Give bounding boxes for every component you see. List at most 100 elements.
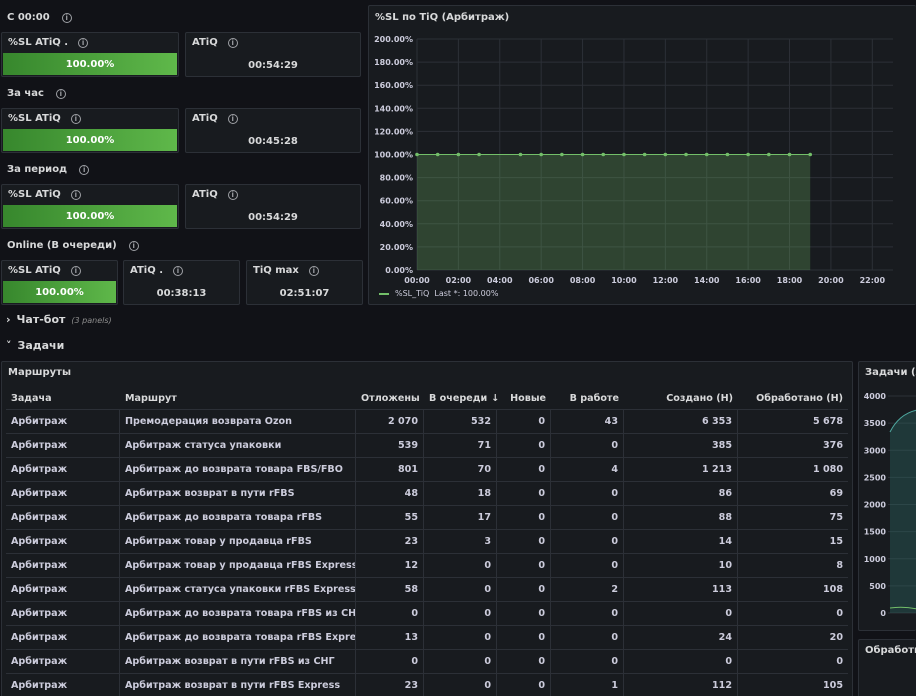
table-cell: Арбитраж [6, 529, 120, 553]
info-icon[interactable]: i [61, 12, 72, 23]
table-cell: 24 [624, 625, 738, 649]
table-row[interactable]: Арбитраж Арбитраж статуса упаковки 539 71 0 0… [6, 433, 848, 457]
series-point[interactable] [684, 152, 688, 157]
info-icon[interactable]: i [128, 240, 139, 251]
table-row[interactable]: Арбитраж Арбитраж до возврата товара FBS/… [6, 457, 848, 481]
info-icon[interactable]: i [79, 164, 90, 175]
series-point[interactable] [518, 152, 523, 157]
chart-title: %SL по TiQ (Арбитраж) [375, 12, 510, 23]
section-tasks[interactable]: ˅ Задачи [6, 339, 65, 352]
series-point[interactable] [456, 152, 461, 157]
column-header[interactable]: Отложены [361, 392, 420, 404]
table-row[interactable]: Арбитраж Арбитраж статуса упаковки rFBS E… [6, 577, 848, 601]
table-cell: Премодерация возврата Ozon [120, 409, 356, 433]
table-cell: Арбитраж возврат в пути rFBS Express [120, 673, 356, 696]
stat-panel-atiq-period: ATiQ i 00:54:29 [185, 184, 361, 229]
table-cell: 0 [551, 433, 624, 457]
series-point[interactable] [622, 152, 626, 157]
section-chatbot[interactable]: › Чат-бот (3 panels) [6, 313, 112, 326]
row-title-online: Online (В очереди) i [7, 240, 139, 251]
info-icon[interactable]: i [70, 189, 81, 200]
table-row[interactable]: Арбитраж Арбитраж товар у продавца rFBS E… [6, 553, 848, 577]
chart-legend[interactable]: %SL_TiQ Last *: 100.00% [379, 289, 498, 298]
series-point[interactable] [787, 152, 792, 157]
table-cell: 0 [551, 481, 624, 505]
processing-panel: Обработка [858, 639, 916, 696]
table-cell: 0 [497, 529, 551, 553]
series-point[interactable] [704, 152, 709, 157]
column-header[interactable]: Обработано (Н) [756, 392, 843, 404]
series-point[interactable] [539, 152, 543, 157]
processing-panel-title: Обработка [865, 645, 916, 656]
info-icon[interactable]: i [70, 265, 81, 276]
table-row[interactable]: Арбитраж Премодерация возврата Ozon 2 070 5… [6, 409, 848, 433]
table-cell: 43 [551, 409, 624, 433]
table-cell: 113 [624, 577, 738, 601]
info-icon[interactable]: i [78, 37, 89, 48]
info-icon[interactable]: i [70, 113, 81, 124]
table-row[interactable]: Арбитраж Арбитраж возврат в пути rFBS 48 18… [6, 481, 848, 505]
table-row[interactable]: Арбитраж Арбитраж возврат в пути rFBS из … [6, 649, 848, 673]
series-point[interactable] [477, 152, 481, 157]
column-header[interactable]: Создано (Н) [666, 392, 733, 404]
series-point[interactable] [601, 152, 606, 157]
series-point[interactable] [415, 152, 419, 157]
table-cell: Арбитраж статуса упаковки [120, 433, 356, 457]
series-area [417, 154, 811, 270]
info-icon[interactable]: i [227, 37, 238, 48]
series-area [890, 410, 916, 613]
table-row[interactable]: Арбитраж Арбитраж до возврата товара rFBS… [6, 601, 848, 625]
y-tick-label: 1000 [864, 555, 887, 564]
tasks-chart-panel: Задачи (Ар 4000 3500 3000 2500 2000 1500 1000 5… [858, 361, 916, 631]
y-tick-label: 1500 [864, 528, 887, 537]
series-point[interactable] [663, 152, 668, 157]
x-tick-label: 06:00 [528, 276, 554, 285]
series-point[interactable] [767, 152, 771, 157]
series-point[interactable] [808, 152, 813, 157]
table-row[interactable]: Арбитраж Арбитраж товар у продавца rFBS 23… [6, 529, 848, 553]
x-tick-label: 14:00 [694, 276, 720, 285]
info-icon[interactable]: i [55, 88, 66, 99]
y-tick-label: 120.00% [374, 127, 413, 136]
x-tick-label: 00:00 [404, 276, 430, 285]
table-row[interactable]: Арбитраж Арбитраж до возврата товара rFBS… [6, 505, 848, 529]
column-header[interactable]: Задача [11, 392, 52, 404]
table-cell: 801 [356, 457, 424, 481]
table-cell: 69 [738, 481, 848, 505]
stat-value-bar: 100.00% [3, 129, 177, 151]
series-point[interactable] [725, 152, 730, 157]
series-point[interactable] [642, 152, 647, 157]
table-cell: 8 [738, 553, 848, 577]
series-point[interactable] [746, 152, 750, 157]
table-cell: 105 [738, 673, 848, 696]
table-row[interactable]: Арбитраж Арбитраж до возврата товара rFBS… [6, 625, 848, 649]
column-header[interactable]: Маршрут [125, 392, 177, 404]
y-tick-label: 20.00% [380, 243, 413, 252]
table-cell: 0 [356, 649, 424, 673]
table-cell: 70 [424, 457, 497, 481]
table-cell: Арбитраж [6, 481, 120, 505]
table-cell: 0 [624, 601, 738, 625]
info-icon[interactable]: i [227, 189, 238, 200]
column-header[interactable]: В очереди ↓ [429, 392, 500, 404]
table-cell: 1 080 [738, 457, 848, 481]
table-row[interactable]: Арбитраж Арбитраж возврат в пути rFBS Exp… [6, 673, 848, 696]
table-cell: 0 [497, 577, 551, 601]
x-tick-label: 04:00 [487, 276, 513, 285]
column-header[interactable]: В работе [569, 392, 619, 404]
info-icon[interactable]: i [308, 265, 319, 276]
table-cell: 385 [624, 433, 738, 457]
table-cell: 23 [356, 673, 424, 696]
series-point[interactable] [560, 152, 564, 157]
info-icon[interactable]: i [173, 265, 183, 276]
info-icon[interactable]: i [227, 113, 238, 124]
series-point[interactable] [435, 152, 440, 157]
table-cell: 0 [424, 673, 497, 696]
table-cell: 0 [624, 649, 738, 673]
y-tick-label: 2500 [864, 473, 887, 482]
x-tick-label: 02:00 [446, 276, 472, 285]
y-tick-label: 140.00% [374, 104, 413, 113]
table-cell: 0 [424, 553, 497, 577]
column-header[interactable]: Новые [510, 392, 546, 404]
series-point[interactable] [580, 152, 585, 157]
